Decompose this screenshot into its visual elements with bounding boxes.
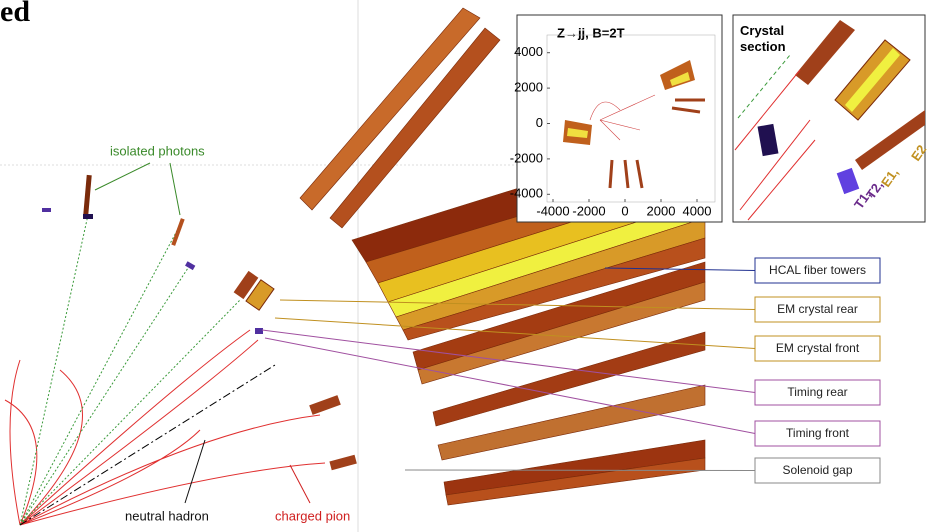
photon-track bbox=[20, 215, 240, 525]
hit bbox=[309, 395, 341, 415]
event-display: ed isolated photons neutral hadron charg… bbox=[0, 0, 933, 532]
y-tick-label: 2000 bbox=[514, 80, 543, 95]
label: EM crystal front bbox=[776, 341, 860, 355]
inset-title-part: Crystal bbox=[740, 23, 784, 38]
label: HCAL fiber towers bbox=[769, 263, 866, 277]
pointer bbox=[185, 440, 205, 503]
label: Solenoid gap bbox=[782, 463, 852, 477]
y-tick-label: -2000 bbox=[510, 150, 543, 165]
inset-title: Z→jj, B=2T bbox=[557, 25, 625, 40]
hits bbox=[42, 175, 357, 470]
hit bbox=[83, 175, 91, 215]
label: EM crystal rear bbox=[777, 302, 858, 316]
annotation: charged pion bbox=[275, 508, 350, 523]
annotation: isolated photons bbox=[110, 143, 205, 158]
hit bbox=[83, 214, 93, 219]
inset-frame bbox=[517, 15, 722, 222]
x-tick-label: 4000 bbox=[683, 203, 712, 218]
inset-title-part: section bbox=[740, 39, 786, 54]
neutral-track bbox=[20, 365, 275, 525]
label: Timing front bbox=[786, 426, 850, 440]
x-tick-label: -4000 bbox=[536, 203, 569, 218]
y-tick-label: -4000 bbox=[510, 186, 543, 201]
hit bbox=[329, 455, 356, 470]
pointer bbox=[290, 465, 310, 503]
tower bbox=[300, 8, 480, 210]
x-tick-label: 2000 bbox=[647, 203, 676, 218]
pointer bbox=[405, 470, 755, 471]
hit bbox=[185, 261, 195, 270]
pointer bbox=[95, 163, 180, 215]
label: Timing rear bbox=[787, 385, 847, 399]
tower bbox=[330, 28, 500, 228]
y-tick-label: 0 bbox=[536, 115, 543, 130]
hit bbox=[171, 218, 184, 246]
tracks bbox=[5, 215, 325, 525]
x-tick-label: 0 bbox=[621, 203, 628, 218]
hit bbox=[255, 328, 263, 334]
title: ed bbox=[0, 0, 30, 28]
annotation: neutral hadron bbox=[125, 508, 209, 523]
x-tick-label: -2000 bbox=[572, 203, 605, 218]
hit bbox=[42, 208, 51, 212]
charged-track bbox=[5, 330, 325, 525]
y-tick-label: 4000 bbox=[514, 44, 543, 59]
